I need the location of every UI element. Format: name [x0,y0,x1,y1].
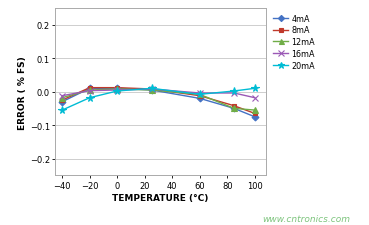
20mA [60,109,65,112]
8mA [115,87,120,90]
16mA [252,97,257,100]
Line: 12mA: 12mA [59,87,258,113]
20mA [149,88,154,90]
Legend: 4mA, 8mA, 12mA, 16mA, 20mA: 4mA, 8mA, 12mA, 16mA, 20mA [272,13,316,72]
8mA [60,99,65,102]
16mA [197,92,202,95]
12mA [60,97,65,100]
4mA [60,101,65,104]
Line: 16mA: 16mA [59,86,258,101]
8mA [149,88,154,91]
8mA [87,87,92,90]
8mA [197,95,202,98]
Y-axis label: ERROR ( % FS): ERROR ( % FS) [18,56,27,129]
16mA [60,95,65,98]
12mA [252,109,257,112]
4mA [252,116,257,119]
12mA [115,88,120,91]
Line: 20mA: 20mA [58,85,259,114]
12mA [232,108,236,110]
8mA [232,105,236,108]
12mA [87,89,92,92]
16mA [87,90,92,93]
4mA [197,98,202,100]
20mA [87,97,92,100]
12mA [197,94,202,96]
16mA [149,88,154,91]
4mA [87,88,92,90]
20mA [252,88,257,90]
4mA [232,108,236,110]
20mA [232,90,236,93]
16mA [232,92,236,95]
16mA [115,89,120,92]
4mA [149,89,154,92]
Line: 4mA: 4mA [60,86,257,120]
Line: 8mA: 8mA [60,86,257,116]
X-axis label: TEMPERATURE (°C): TEMPERATURE (°C) [112,193,209,202]
Text: www.cntronics.com: www.cntronics.com [263,214,351,223]
4mA [115,88,120,90]
20mA [115,90,120,93]
20mA [197,94,202,96]
12mA [149,89,154,92]
8mA [252,112,257,115]
